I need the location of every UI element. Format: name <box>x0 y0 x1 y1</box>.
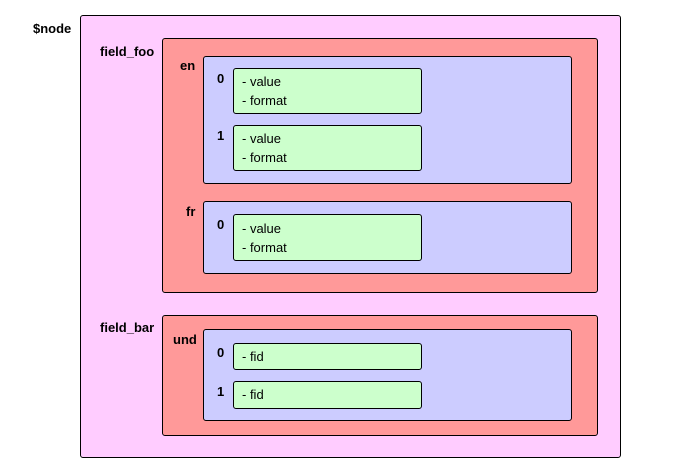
property-fid: - fid <box>242 387 264 402</box>
property-value: - value <box>242 131 282 146</box>
delta-label-en-1: 1 <box>217 128 225 143</box>
property-value: - value <box>242 221 282 236</box>
language-label-und: und <box>173 332 197 347</box>
delta-label-und-0: 0 <box>217 345 225 360</box>
property-value: - value <box>242 74 282 89</box>
delta-box-fr-0 <box>233 214 422 261</box>
delta-box-und-0 <box>233 343 422 370</box>
property-format: - format <box>242 150 287 165</box>
delta-label-en-0: 0 <box>217 71 225 86</box>
delta-box-en-0 <box>233 68 422 114</box>
language-label-fr: fr <box>186 204 196 219</box>
property-format: - format <box>242 93 287 108</box>
field-label-field-foo: field_foo <box>100 44 155 59</box>
language-label-en: en <box>180 58 196 73</box>
property-format: - format <box>242 240 287 255</box>
delta-box-en-1 <box>233 125 422 171</box>
field-label-field-bar: field_bar <box>100 320 155 335</box>
delta-label-und-1: 1 <box>217 384 225 399</box>
delta-box-und-1 <box>233 381 422 409</box>
delta-label-fr-0: 0 <box>217 217 225 232</box>
node-label: $node <box>33 21 72 36</box>
property-fid: - fid <box>242 349 264 364</box>
